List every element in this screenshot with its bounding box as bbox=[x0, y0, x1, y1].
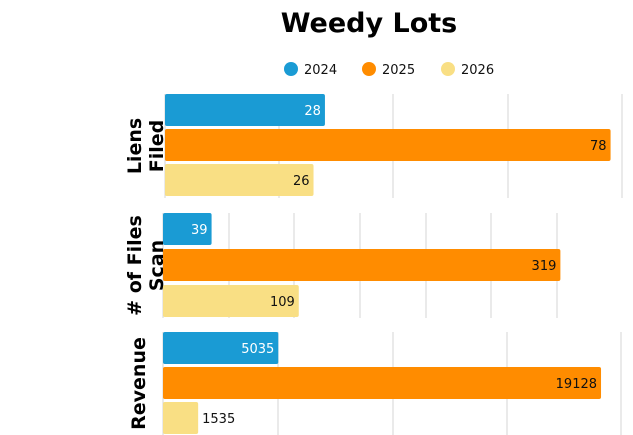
data-label-2025: 19128 bbox=[556, 377, 597, 392]
data-label-2024: 39 bbox=[191, 223, 208, 238]
panel-3: Revenue 5035 19128 1535 bbox=[128, 332, 622, 435]
category-label-line: Scan bbox=[146, 240, 168, 291]
bar-2024 bbox=[163, 213, 212, 245]
data-label-2026: 109 bbox=[270, 295, 295, 310]
panel-1: LiensFiled 28 78 26 bbox=[124, 94, 623, 198]
category-label-line: Revenue bbox=[128, 337, 150, 430]
bar-2026 bbox=[165, 164, 314, 196]
legend-marker-2025 bbox=[362, 62, 376, 76]
legend-label-2024: 2024 bbox=[304, 63, 337, 78]
category-label-line: # of Files bbox=[124, 215, 146, 316]
bar-2024 bbox=[163, 332, 279, 364]
chart-title: Weedy Lots bbox=[281, 8, 458, 39]
data-label-2025: 319 bbox=[532, 259, 557, 274]
bar-2026 bbox=[163, 285, 299, 317]
data-label-2024: 5035 bbox=[241, 342, 274, 357]
bar-2025 bbox=[163, 367, 602, 399]
legend: 2024 2025 2026 bbox=[284, 62, 494, 78]
data-label-2025: 78 bbox=[590, 139, 607, 154]
data-label-2026: 1535 bbox=[202, 412, 235, 427]
legend-marker-2026 bbox=[441, 62, 455, 76]
bar-2024 bbox=[165, 94, 325, 126]
data-label-2026: 26 bbox=[293, 174, 310, 189]
category-label-line: Filed bbox=[146, 120, 168, 173]
legend-label-2025: 2025 bbox=[382, 63, 415, 78]
chart-panels: LiensFiled 28 78 26 # of FilesScan 39 319 109 Re… bbox=[124, 94, 623, 435]
legend-marker-2024 bbox=[284, 62, 298, 76]
category-label: # of FilesScan bbox=[124, 215, 168, 316]
panel-2: # of FilesScan 39 319 109 bbox=[124, 213, 561, 318]
data-label-2024: 28 bbox=[304, 104, 321, 119]
category-label: LiensFiled bbox=[124, 118, 168, 174]
bar-2026 bbox=[163, 402, 199, 434]
bar-2025 bbox=[165, 129, 611, 161]
category-label: Revenue bbox=[128, 337, 150, 430]
category-label-line: Liens bbox=[124, 118, 146, 174]
bar-2025 bbox=[163, 249, 561, 281]
legend-label-2026: 2026 bbox=[461, 63, 494, 78]
